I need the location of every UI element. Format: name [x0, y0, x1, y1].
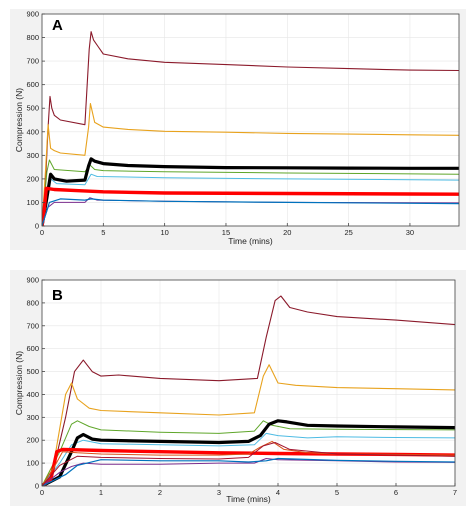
- series-line-a-7: [42, 198, 459, 226]
- x-tick-label-a-3: 15: [222, 228, 230, 237]
- series-line-b-0: [42, 295, 455, 486]
- series-line-b-4: [42, 419, 455, 486]
- x-tick-label-a-4: 20: [283, 228, 291, 237]
- y-tick-label-b-8: 800: [26, 298, 39, 307]
- panel-label-a: A: [52, 17, 63, 34]
- x-tick-label-b-5: 5: [335, 488, 339, 497]
- y-tick-label-b-2: 200: [26, 436, 39, 445]
- y-tick-label-b-7: 700: [26, 321, 39, 330]
- x-tick-label-b-6: 6: [394, 488, 398, 497]
- x-tick-label-a-6: 30: [406, 228, 414, 237]
- x-tick-label-a-2: 10: [160, 228, 168, 237]
- series-line-a-1: [42, 102, 459, 226]
- y-tick-label-a-5: 500: [26, 104, 39, 113]
- x-tick-label-a-1: 5: [101, 228, 105, 237]
- series-line-a-4: [42, 157, 459, 226]
- y-tick-label-a-3: 300: [26, 151, 39, 160]
- panel-b: 0 1 2 3 4 5 6 7 0 100 200 300 400 500 600 700 800 900 Time…: [14, 276, 457, 505]
- y-axis-label-b: Compression (N): [14, 351, 24, 415]
- axes-box-a: [41, 13, 460, 227]
- x-tick-label-b-7: 7: [453, 488, 457, 497]
- y-tick-label-b-0: 0: [35, 482, 39, 491]
- y-tick-label-a-2: 200: [26, 174, 39, 183]
- series-line-b-8: [42, 440, 455, 486]
- y-tick-label-a-9: 900: [26, 10, 39, 19]
- series-line-a-5: [42, 186, 459, 226]
- panel-label-b: B: [52, 287, 63, 304]
- series-line-b-1: [42, 364, 455, 486]
- x-axis-label-b: Time (mins): [226, 494, 271, 504]
- series-group-a: [42, 31, 459, 226]
- x-tick-label-b-2: 2: [158, 488, 162, 497]
- y-tick-label-a-1: 100: [26, 198, 39, 207]
- x-tick-label-b-1: 1: [99, 488, 103, 497]
- x-axis-label-a: Time (mins): [228, 236, 273, 246]
- y-tick-label-a-7: 700: [26, 57, 39, 66]
- y-tick-label-a-0: 0: [35, 222, 39, 231]
- series-group-b: [42, 295, 455, 486]
- x-tick-label-b-4: 4: [276, 488, 280, 497]
- series-line-b-7: [42, 457, 455, 486]
- y-tick-label-a-6: 600: [26, 80, 39, 89]
- x-tick-label-a-0: 0: [40, 228, 44, 237]
- y-tick-label-b-1: 100: [26, 459, 39, 468]
- y-tick-label-b-5: 500: [26, 367, 39, 376]
- panel-a: 0 5 10 15 20 25 300100200300400500600700800900…: [14, 10, 460, 246]
- x-tick-label-b-0: 0: [40, 488, 44, 497]
- axes-box-b: [41, 279, 456, 487]
- x-tick-label-a-5: 25: [344, 228, 352, 237]
- y-axis-label-a: Compression (N): [14, 88, 24, 152]
- series-line-a-0: [42, 31, 459, 226]
- series-line-b-9: [42, 442, 455, 486]
- y-tick-label-b-3: 300: [26, 413, 39, 422]
- x-tick-label-b-3: 3: [217, 488, 221, 497]
- y-tick-label-b-9: 900: [26, 276, 39, 285]
- y-tick-label-a-4: 400: [26, 127, 39, 136]
- series-line-b-2: [42, 420, 455, 486]
- y-tick-label-a-8: 800: [26, 33, 39, 42]
- y-tick-label-b-6: 600: [26, 344, 39, 353]
- y-tick-label-b-4: 400: [26, 390, 39, 399]
